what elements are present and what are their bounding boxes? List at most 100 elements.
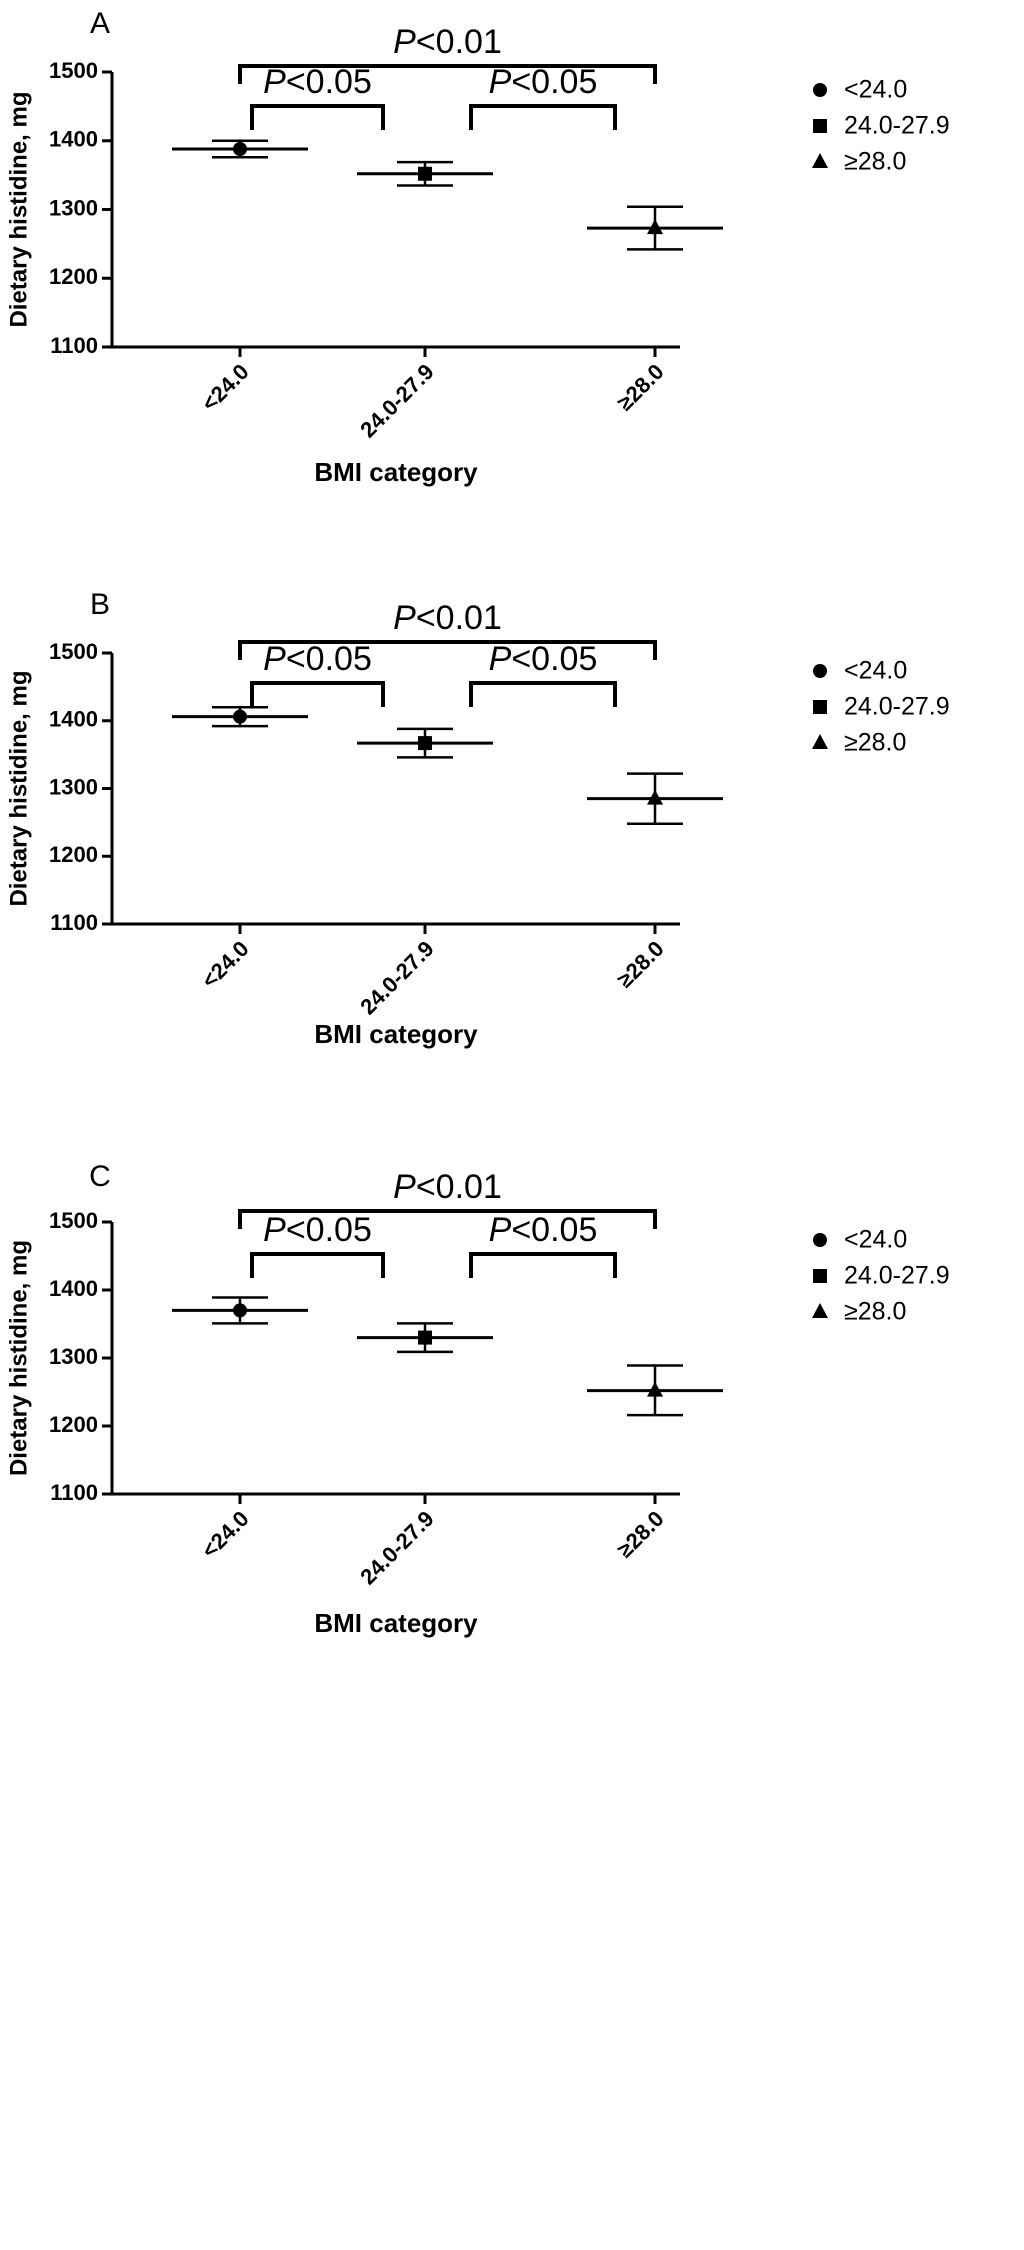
panel-c: C 1100 1200 1300 1400 1500 Dietary histidine, …: [5, 1160, 949, 1638]
legend-label-1: 24.0-27.9: [844, 1262, 950, 1290]
x-tick-label: 24.0-27.9: [355, 359, 438, 442]
data-point-2: [647, 789, 663, 805]
y-tick-label: 1100: [50, 1480, 98, 1505]
y-tick-label: 1500: [49, 58, 98, 83]
significance-p: P: [489, 63, 512, 101]
significance-p: P: [489, 1211, 512, 1249]
y-tick-label: 1300: [49, 774, 98, 799]
significance-value: <0.05: [286, 1211, 372, 1249]
y-axis-label: Dietary histidine, mg: [5, 91, 32, 327]
significance-p: P: [263, 640, 286, 678]
x-tick-label: <24.0: [197, 359, 254, 416]
y-tick-label: 1400: [49, 707, 98, 732]
significance-value: <0.01: [416, 23, 502, 61]
legend-label-0: <24.0: [844, 657, 907, 685]
significance-bracket-1: [250, 104, 385, 130]
significance-bracket-2: [469, 1252, 617, 1278]
significance-p: P: [489, 640, 512, 678]
data-point-1: [418, 736, 432, 751]
y-tick-label: 1100: [50, 333, 98, 358]
x-tick-label: 24.0-27.9: [355, 936, 438, 1019]
x-tick-label: <24.0: [197, 1506, 254, 1563]
legend-marker-1: [813, 700, 827, 714]
significance-label-1: P<0.05: [263, 63, 372, 101]
significance-bracket-0: [238, 640, 657, 660]
legend-marker-0: [813, 83, 827, 97]
data-point-0: [233, 1303, 247, 1318]
significance-value: <0.05: [511, 640, 597, 678]
significance-bracket-0: [238, 1209, 657, 1229]
data-point-1: [418, 166, 432, 181]
y-tick-label: 1300: [49, 195, 98, 220]
panel-b: B 1100 1200 1300 1400 1500 Dietary histidine, …: [5, 588, 949, 1049]
y-tick-label: 1200: [49, 264, 98, 289]
significance-p: P: [393, 23, 416, 61]
data-point-2: [647, 1381, 663, 1397]
significance-label-1: P<0.05: [263, 1211, 372, 1249]
panel-letter: B: [90, 588, 110, 621]
significance-label-0: P<0.01: [393, 599, 502, 637]
y-tick-label: 1500: [49, 1208, 98, 1233]
legend-label-2: ≥28.0: [844, 148, 906, 176]
significance-label-0: P<0.01: [393, 23, 502, 61]
data-point-0: [233, 709, 247, 724]
legend-label-1: 24.0-27.9: [844, 112, 950, 140]
y-tick-label: 1400: [49, 1276, 98, 1301]
legend: <24.0 24.0-27.9 ≥28.0: [812, 657, 950, 757]
x-tick-label: ≥28.0: [612, 936, 669, 993]
panel-letter: A: [90, 7, 110, 40]
significance-p: P: [263, 1211, 286, 1249]
significance-bracket-1: [250, 681, 385, 707]
significance-bracket-2: [469, 104, 617, 130]
y-axis-label: Dietary histidine, mg: [5, 1240, 32, 1476]
x-axis-label: BMI category: [314, 1608, 478, 1638]
significance-label-2: P<0.05: [489, 1211, 598, 1249]
legend-label-0: <24.0: [844, 76, 907, 104]
legend-marker-0: [813, 664, 827, 678]
legend: <24.0 24.0-27.9 ≥28.0: [812, 76, 950, 176]
x-tick-label: 24.0-27.9: [355, 1506, 438, 1589]
significance-value: <0.05: [511, 1211, 597, 1249]
data-point-2: [647, 219, 663, 235]
significance-bracket-0: [238, 64, 657, 84]
significance-p: P: [393, 1168, 416, 1206]
y-tick-label: 1100: [50, 910, 98, 935]
significance-value: <0.05: [286, 63, 372, 101]
data-point-0: [233, 142, 247, 156]
y-tick-label: 1200: [49, 1412, 98, 1437]
legend-label-2: ≥28.0: [844, 1298, 906, 1326]
significance-label-1: P<0.05: [263, 640, 372, 678]
x-axis-label: BMI category: [314, 1019, 478, 1049]
data-point-1: [418, 1330, 432, 1345]
significance-value: <0.05: [286, 640, 372, 678]
legend-marker-2: [812, 734, 828, 749]
significance-label-0: P<0.01: [393, 1168, 502, 1206]
legend-marker-1: [813, 119, 827, 133]
legend-label-0: <24.0: [844, 1226, 907, 1254]
y-tick-label: 1500: [49, 639, 98, 664]
y-tick-label: 1200: [49, 842, 98, 867]
y-axis-label: Dietary histidine, mg: [5, 670, 32, 906]
legend-marker-2: [812, 153, 828, 168]
significance-p: P: [263, 63, 286, 101]
significance-value: <0.01: [416, 1168, 502, 1206]
significance-value: <0.05: [511, 63, 597, 101]
significance-label-2: P<0.05: [489, 63, 598, 101]
panel-a: A 1100 1200 1300 1400 1500 Dietary histidine, …: [5, 7, 949, 487]
legend-label-1: 24.0-27.9: [844, 693, 950, 721]
legend-marker-1: [813, 1269, 827, 1283]
legend: <24.0 24.0-27.9 ≥28.0: [812, 1226, 950, 1326]
significance-p: P: [393, 599, 416, 637]
significance-bracket-2: [469, 681, 617, 707]
x-tick-label: ≥28.0: [612, 359, 669, 416]
legend-marker-0: [813, 1233, 827, 1247]
x-tick-label: <24.0: [197, 936, 254, 993]
significance-label-2: P<0.05: [489, 640, 598, 678]
legend-marker-2: [812, 1303, 828, 1318]
y-tick-label: 1400: [49, 127, 98, 152]
x-tick-label: ≥28.0: [612, 1506, 669, 1563]
panel-letter: C: [89, 1160, 111, 1193]
significance-bracket-1: [250, 1252, 385, 1278]
legend-label-2: ≥28.0: [844, 729, 906, 757]
